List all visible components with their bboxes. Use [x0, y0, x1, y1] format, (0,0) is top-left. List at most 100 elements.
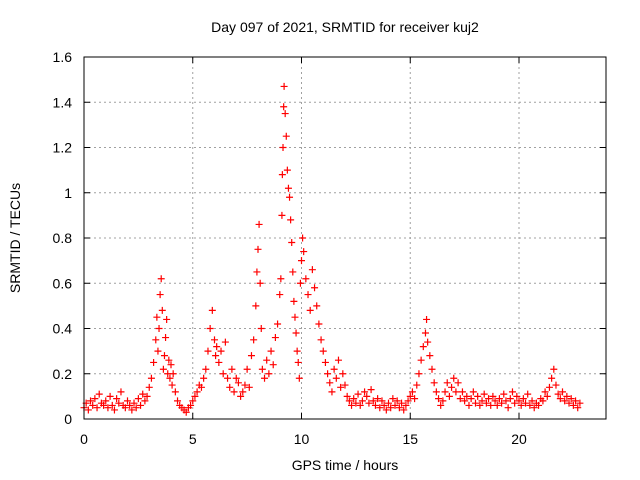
y-tick-label: 0.2 [53, 366, 73, 382]
data-point [376, 404, 384, 412]
data-point [200, 374, 208, 382]
data-point [348, 401, 356, 409]
y-tick-label: 1.4 [53, 94, 73, 110]
x-tick-label: 20 [511, 431, 527, 447]
data-point [395, 404, 403, 412]
data-point [308, 266, 316, 274]
data-point [152, 336, 160, 344]
data-point [326, 379, 334, 387]
data-point [391, 401, 399, 409]
data-point [278, 171, 286, 179]
data-point [378, 397, 386, 405]
data-point [215, 358, 223, 366]
data-point [290, 297, 298, 305]
data-point [267, 347, 275, 355]
data-point [324, 370, 332, 378]
data-point [217, 347, 225, 355]
grid-lines [84, 57, 606, 419]
data-point [480, 390, 488, 398]
data-point [292, 329, 300, 337]
data-point [171, 388, 179, 396]
data-point [487, 401, 495, 409]
data-point [374, 395, 382, 403]
y-tick-labels: 0 0.2 0.4 0.6 0.8 1 1.2 1.4 1.6 [53, 49, 73, 427]
data-point [541, 388, 549, 396]
data-point [265, 370, 273, 378]
x-tick-label: 5 [189, 431, 197, 447]
data-point [84, 406, 92, 414]
data-point [313, 302, 321, 310]
data-point [428, 365, 436, 373]
data-point [252, 302, 260, 310]
data-point [443, 379, 451, 387]
data-point [350, 395, 358, 403]
data-point [132, 404, 140, 412]
data-point [361, 388, 369, 396]
data-point [341, 381, 349, 389]
data-point [281, 110, 289, 118]
data-point [288, 239, 296, 247]
y-axis-title: SRMTID / TECUs [7, 183, 23, 293]
data-point [299, 234, 307, 242]
data-point [330, 365, 338, 373]
x-tick-label: 10 [294, 431, 310, 447]
data-point [250, 336, 258, 344]
data-point [253, 268, 261, 276]
data-point [385, 399, 392, 407]
data-point [524, 390, 532, 398]
data-point [263, 356, 271, 364]
data-point [226, 383, 234, 391]
data-point [319, 347, 327, 355]
data-point [337, 383, 345, 391]
data-point [543, 392, 551, 400]
data-point [256, 279, 264, 287]
data-point [456, 395, 464, 403]
data-point [552, 381, 560, 389]
data-point [535, 401, 543, 409]
data-point [472, 399, 479, 407]
data-point [283, 166, 291, 174]
data-point [369, 397, 377, 405]
data-point [202, 365, 210, 373]
data-point [435, 395, 443, 403]
data-point [526, 401, 534, 409]
data-point [221, 338, 229, 346]
data-point [276, 291, 284, 299]
data-point [113, 395, 121, 403]
data-point [519, 395, 527, 403]
data-point [258, 365, 266, 373]
data-point [108, 401, 116, 409]
data-point [354, 390, 362, 398]
data-point [213, 343, 221, 351]
data-point [458, 388, 466, 396]
data-point [89, 401, 97, 409]
data-point [189, 397, 197, 405]
data-point [489, 392, 497, 400]
y-tick-label: 1.6 [53, 49, 73, 65]
data-point [408, 388, 416, 396]
data-point [452, 388, 460, 396]
data-point [482, 399, 490, 407]
data-point [530, 404, 538, 412]
data-point [162, 334, 170, 342]
data-point [204, 347, 212, 355]
data-point [576, 399, 584, 407]
data-point [87, 397, 95, 405]
data-point [567, 395, 575, 403]
data-point [513, 392, 521, 400]
y-tick-label: 1 [64, 185, 72, 201]
data-point [371, 401, 379, 409]
data-point [169, 370, 177, 378]
data-point [561, 397, 569, 405]
data-point [389, 395, 397, 403]
data-point [406, 392, 414, 400]
data-point [293, 347, 301, 355]
data-point [404, 397, 412, 405]
data-point [230, 388, 238, 396]
data-point [102, 397, 110, 405]
data-point [500, 390, 508, 398]
data-point [463, 392, 471, 400]
data-point [559, 388, 566, 396]
data-point [448, 383, 456, 391]
data-point [206, 325, 214, 332]
